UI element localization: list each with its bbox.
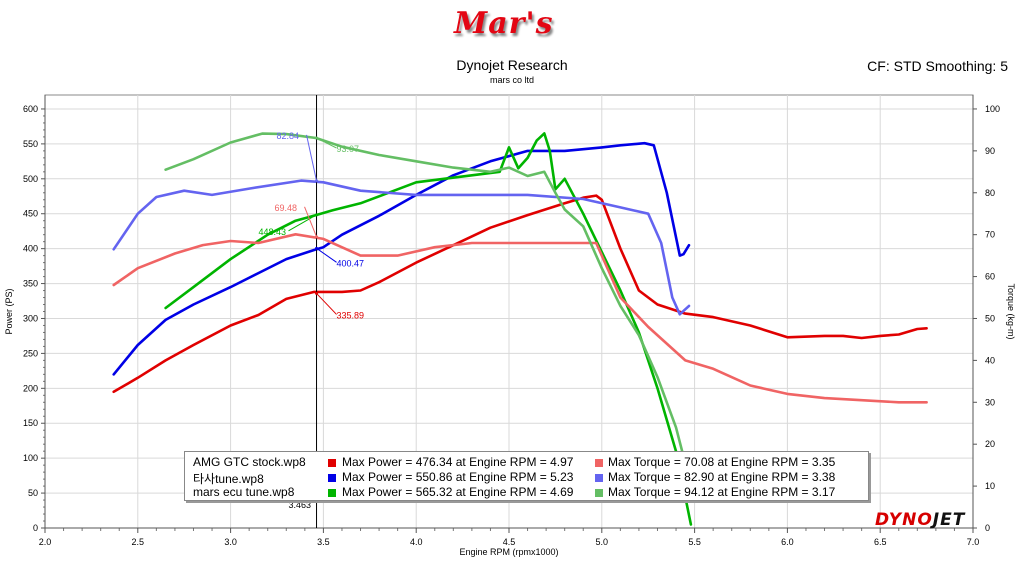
y-tick-label-left: 600 <box>23 104 38 114</box>
y-tick-label-left: 50 <box>28 488 38 498</box>
x-tick-label: 4.5 <box>503 537 516 547</box>
annotation-leader <box>316 137 337 149</box>
annotation-label: 69.48 <box>275 203 298 213</box>
x-tick-label: 3.0 <box>224 537 237 547</box>
y-tick-label-left: 300 <box>23 313 38 323</box>
legend-file-name: AMG GTC stock.wp8 <box>193 455 306 469</box>
series-line-torque-f06464 <box>112 233 928 404</box>
legend-power-swatch <box>328 474 336 482</box>
series-line-power-e00000 <box>112 194 928 394</box>
legend-power-swatch <box>328 459 336 467</box>
annotation-marker <box>315 246 319 250</box>
annotation-leader <box>306 134 318 181</box>
y-tick-label-right: 70 <box>985 230 995 240</box>
y-tick-label-left: 100 <box>23 453 38 463</box>
annotation-label: 93.07 <box>337 144 360 154</box>
legend-file-name: mars ecu tune.wp8 <box>193 485 295 499</box>
annotation-label: 448.43 <box>259 227 287 237</box>
x-tick-label: 6.5 <box>874 537 887 547</box>
legend-power-text: Max Power = 565.32 at Engine RPM = 4.69 <box>342 485 574 499</box>
legend: AMG GTC stock.wp8 Max Power = 476.34 at E… <box>184 451 869 501</box>
y-tick-label-right: 10 <box>985 481 995 491</box>
y-tick-label-left: 350 <box>23 279 38 289</box>
x-tick-label: 3.5 <box>317 537 330 547</box>
logo-text: Mar's <box>454 6 554 41</box>
x-tick-label: 2.0 <box>39 537 52 547</box>
y-tick-label-left: 250 <box>23 348 38 358</box>
legend-power-text: Max Power = 476.34 at Engine RPM = 4.97 <box>342 455 574 469</box>
x-axis-title: Engine RPM (rpmx1000) <box>459 547 558 557</box>
y-tick-label-right: 40 <box>985 355 995 365</box>
x-tick-label: 5.5 <box>688 537 701 547</box>
y-tick-label-right: 0 <box>985 523 990 533</box>
x-tick-label: 2.5 <box>132 537 145 547</box>
legend-power-swatch <box>328 489 336 497</box>
x-tick-label: 7.0 <box>967 537 980 547</box>
y-tick-label-right: 60 <box>985 272 995 282</box>
annotation-layer: 335.89 400.47 448.43 69.48 82.84 93.07 <box>259 131 365 321</box>
cursor-label: 3.463 <box>289 500 312 510</box>
legend-torque-swatch <box>595 474 603 482</box>
annotation-marker <box>315 235 319 239</box>
x-tick-label: 5.0 <box>596 537 609 547</box>
y-tick-label-left: 550 <box>23 139 38 149</box>
legend-torque-swatch <box>595 489 603 497</box>
y-tick-label-left: 150 <box>23 418 38 428</box>
series-line-power-0000e6 <box>112 141 691 376</box>
annotation-marker <box>315 179 319 183</box>
x-tick-label: 6.0 <box>781 537 794 547</box>
legend-row: 타사tune.wp8 Max Power = 550.86 at Engine R… <box>185 470 868 486</box>
annotation-label: 400.47 <box>337 258 365 268</box>
annotation-label: 82.84 <box>277 131 300 141</box>
y-axis-title-right: Torque (kg-m) <box>1006 283 1016 339</box>
correction-factor-label: CF: STD Smoothing: 5 <box>867 58 1008 74</box>
dynojet-brand: DYNOJET <box>875 510 965 530</box>
brand-part1: DYNO <box>875 510 933 530</box>
y-tick-label-right: 30 <box>985 397 995 407</box>
annotation-leader <box>304 206 317 238</box>
legend-torque-swatch <box>595 459 603 467</box>
annotation-marker <box>315 136 319 140</box>
chart-title: Dynojet Research <box>456 57 568 73</box>
y-tick-label-right: 50 <box>985 313 995 323</box>
legend-torque-text: Max Torque = 82.90 at Engine RPM = 3.38 <box>608 470 836 484</box>
y-tick-label-left: 200 <box>23 383 38 393</box>
y-tick-label-left: 0 <box>33 523 38 533</box>
y-tick-label-left: 450 <box>23 209 38 219</box>
series-line-torque-64be64 <box>164 132 691 480</box>
legend-file-name: 타사tune.wp8 <box>193 472 264 486</box>
annotation-leader <box>316 247 337 263</box>
annotation-label: 335.89 <box>337 310 365 320</box>
legend-row: mars ecu tune.wp8 Max Power = 565.32 at E… <box>185 485 868 501</box>
annotation-marker <box>315 213 319 217</box>
x-tick-label: 4.0 <box>410 537 423 547</box>
annotation-leader <box>316 293 337 315</box>
legend-row: AMG GTC stock.wp8 Max Power = 476.34 at E… <box>185 455 868 471</box>
y-tick-label-left: 400 <box>23 244 38 254</box>
axes: 0 50 100 150 200 250 300 350 400 450 500 550 600 0 10 2… <box>4 95 1016 557</box>
y-tick-label-right: 20 <box>985 439 995 449</box>
legend-power-text: Max Power = 550.86 at Engine RPM = 5.23 <box>342 470 574 484</box>
series-line-torque-6464f0 <box>112 179 691 316</box>
chart-subtitle: mars co ltd <box>489 75 534 85</box>
brand-part2: JET <box>932 510 966 530</box>
annotation-marker <box>315 291 319 295</box>
y-tick-label-right: 100 <box>985 104 1000 114</box>
legend-torque-text: Max Torque = 70.08 at Engine RPM = 3.35 <box>608 455 836 469</box>
annotation-leader <box>288 214 317 232</box>
legend-torque-text: Max Torque = 94.12 at Engine RPM = 3.17 <box>608 485 836 499</box>
y-tick-label-right: 90 <box>985 146 995 156</box>
y-axis-title-left: Power (PS) <box>4 288 14 334</box>
y-tick-label-right: 80 <box>985 188 995 198</box>
series-layer <box>112 132 928 526</box>
y-tick-label-left: 500 <box>23 174 38 184</box>
series-line-power-00b400 <box>164 132 693 526</box>
